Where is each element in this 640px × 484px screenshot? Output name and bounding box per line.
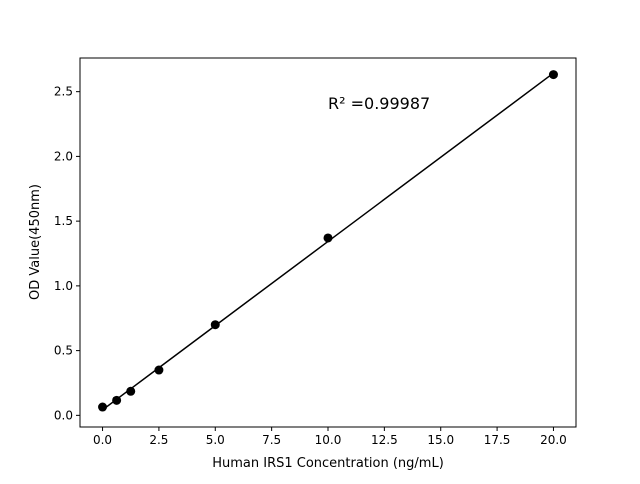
y-tick-label: 2.0: [54, 149, 73, 163]
annotation-r2: R² =0.99987: [328, 94, 430, 113]
x-tick-label: 10.0: [315, 433, 342, 447]
y-tick-label: 2.5: [54, 85, 73, 99]
data-point: [210, 320, 220, 330]
y-ticks: 0.0 0.5 1.0 1.5 2.0 2.5: [54, 85, 80, 422]
y-tick-label: 0.5: [54, 344, 73, 358]
points-group: [98, 70, 558, 412]
y-axis-label: OD Value(450nm): [28, 184, 43, 300]
data-point: [126, 386, 136, 396]
y-tick-label: 1.0: [54, 279, 73, 293]
x-tick-label: 7.5: [262, 433, 281, 447]
x-axis-label: Human IRS1 Concentration (ng/mL): [212, 456, 444, 471]
data-point: [154, 365, 164, 375]
y-tick-label: 1.5: [54, 214, 73, 228]
x-tick-label: 12.5: [371, 433, 398, 447]
x-tick-label: 20.0: [540, 433, 567, 447]
data-point: [98, 402, 108, 412]
x-tick-label: 15.0: [427, 433, 454, 447]
data-point: [112, 395, 122, 405]
x-tick-label: 0.0: [93, 433, 112, 447]
x-tick-label: 5.0: [206, 433, 225, 447]
data-point: [548, 70, 558, 80]
data-point: [323, 233, 333, 243]
x-tick-label: 17.5: [484, 433, 511, 447]
x-ticks: 0.0 2.5 5.0 7.5 10.0 12.5 15.0 17.5 20.0: [93, 427, 567, 447]
y-tick-label: 0.0: [54, 408, 73, 422]
x-tick-label: 2.5: [149, 433, 168, 447]
